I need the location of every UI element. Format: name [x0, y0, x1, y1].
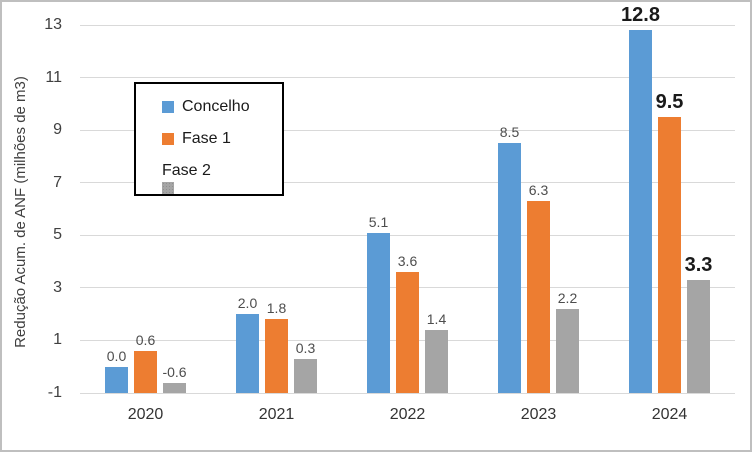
value-label: 5.1	[368, 213, 389, 230]
gridline	[80, 77, 735, 79]
value-label: 3.3	[684, 253, 713, 276]
bar-fase-1	[265, 319, 288, 393]
y-tick-label: 5	[53, 226, 62, 244]
gridline	[80, 234, 735, 236]
x-axis-label: 2022	[389, 406, 426, 423]
gridline	[80, 392, 735, 394]
x-axis-label: 2023	[520, 406, 557, 423]
legend: Concelho Fase 1 Fase 2	[134, 82, 284, 196]
value-label: 0.3	[295, 339, 316, 356]
bar-fase-2	[294, 358, 317, 393]
value-label: 2.0	[237, 295, 258, 312]
value-label: 1.8	[266, 300, 287, 317]
bar-fase-1	[527, 201, 550, 393]
gridline	[80, 182, 735, 184]
y-tick-label: 1	[53, 331, 62, 349]
legend-item-concelho: Concelho	[162, 98, 282, 116]
bar-concelho	[367, 232, 390, 393]
bar-fase-2	[556, 308, 579, 393]
legend-swatch-concelho-icon	[162, 101, 174, 113]
value-label: 1.4	[426, 310, 447, 327]
value-label: 9.5	[655, 91, 684, 113]
value-label: 0.6	[135, 331, 156, 348]
legend-item-fase-2: Fase 2	[162, 162, 282, 194]
y-tick-label: 9	[53, 121, 62, 139]
bar-fase-2	[425, 329, 448, 393]
legend-swatch-fase-2-icon	[162, 182, 174, 194]
x-axis-label: 2021	[258, 406, 295, 423]
value-label: 0.0	[106, 347, 127, 364]
value-label: 8.5	[499, 124, 520, 141]
legend-swatch-fase-1-icon	[162, 133, 174, 145]
plot-area: 0.0 0.6 -0.6 2.0 1.8 0.3 5.1 3.6 1.4 8.5 6.3 2.2 12.…	[80, 4, 735, 394]
value-label: 6.3	[528, 182, 549, 199]
bar-concelho	[236, 314, 259, 393]
gridline	[80, 129, 735, 131]
bar-fase-1	[658, 117, 681, 393]
legend-item-fase-1: Fase 1	[162, 130, 282, 148]
y-tick-label: 11	[45, 68, 62, 86]
bar-fase-2	[687, 279, 710, 393]
y-tick-label: -1	[47, 384, 62, 401]
y-tick-label: 7	[53, 173, 62, 191]
gridline	[80, 24, 735, 26]
value-label: 3.6	[397, 253, 418, 270]
bar-concelho	[498, 143, 521, 393]
y-tick-label: 3	[53, 278, 62, 296]
bar-fase-1	[134, 350, 157, 393]
value-label: 12.8	[621, 4, 660, 27]
x-axis-label: 2024	[651, 406, 688, 423]
bar-concelho	[629, 30, 652, 393]
bar-fase-2	[163, 382, 186, 393]
value-label: -0.6	[162, 363, 187, 380]
value-label: 2.2	[557, 289, 578, 306]
legend-label: Fase 2	[162, 162, 211, 179]
bar-concelho	[105, 366, 128, 393]
x-axis-label: 2020	[127, 406, 164, 423]
legend-label: Concelho	[182, 98, 250, 115]
legend-label: Fase 1	[182, 130, 231, 147]
y-tick-label: 13	[44, 16, 62, 33]
bar-fase-1	[396, 272, 419, 393]
